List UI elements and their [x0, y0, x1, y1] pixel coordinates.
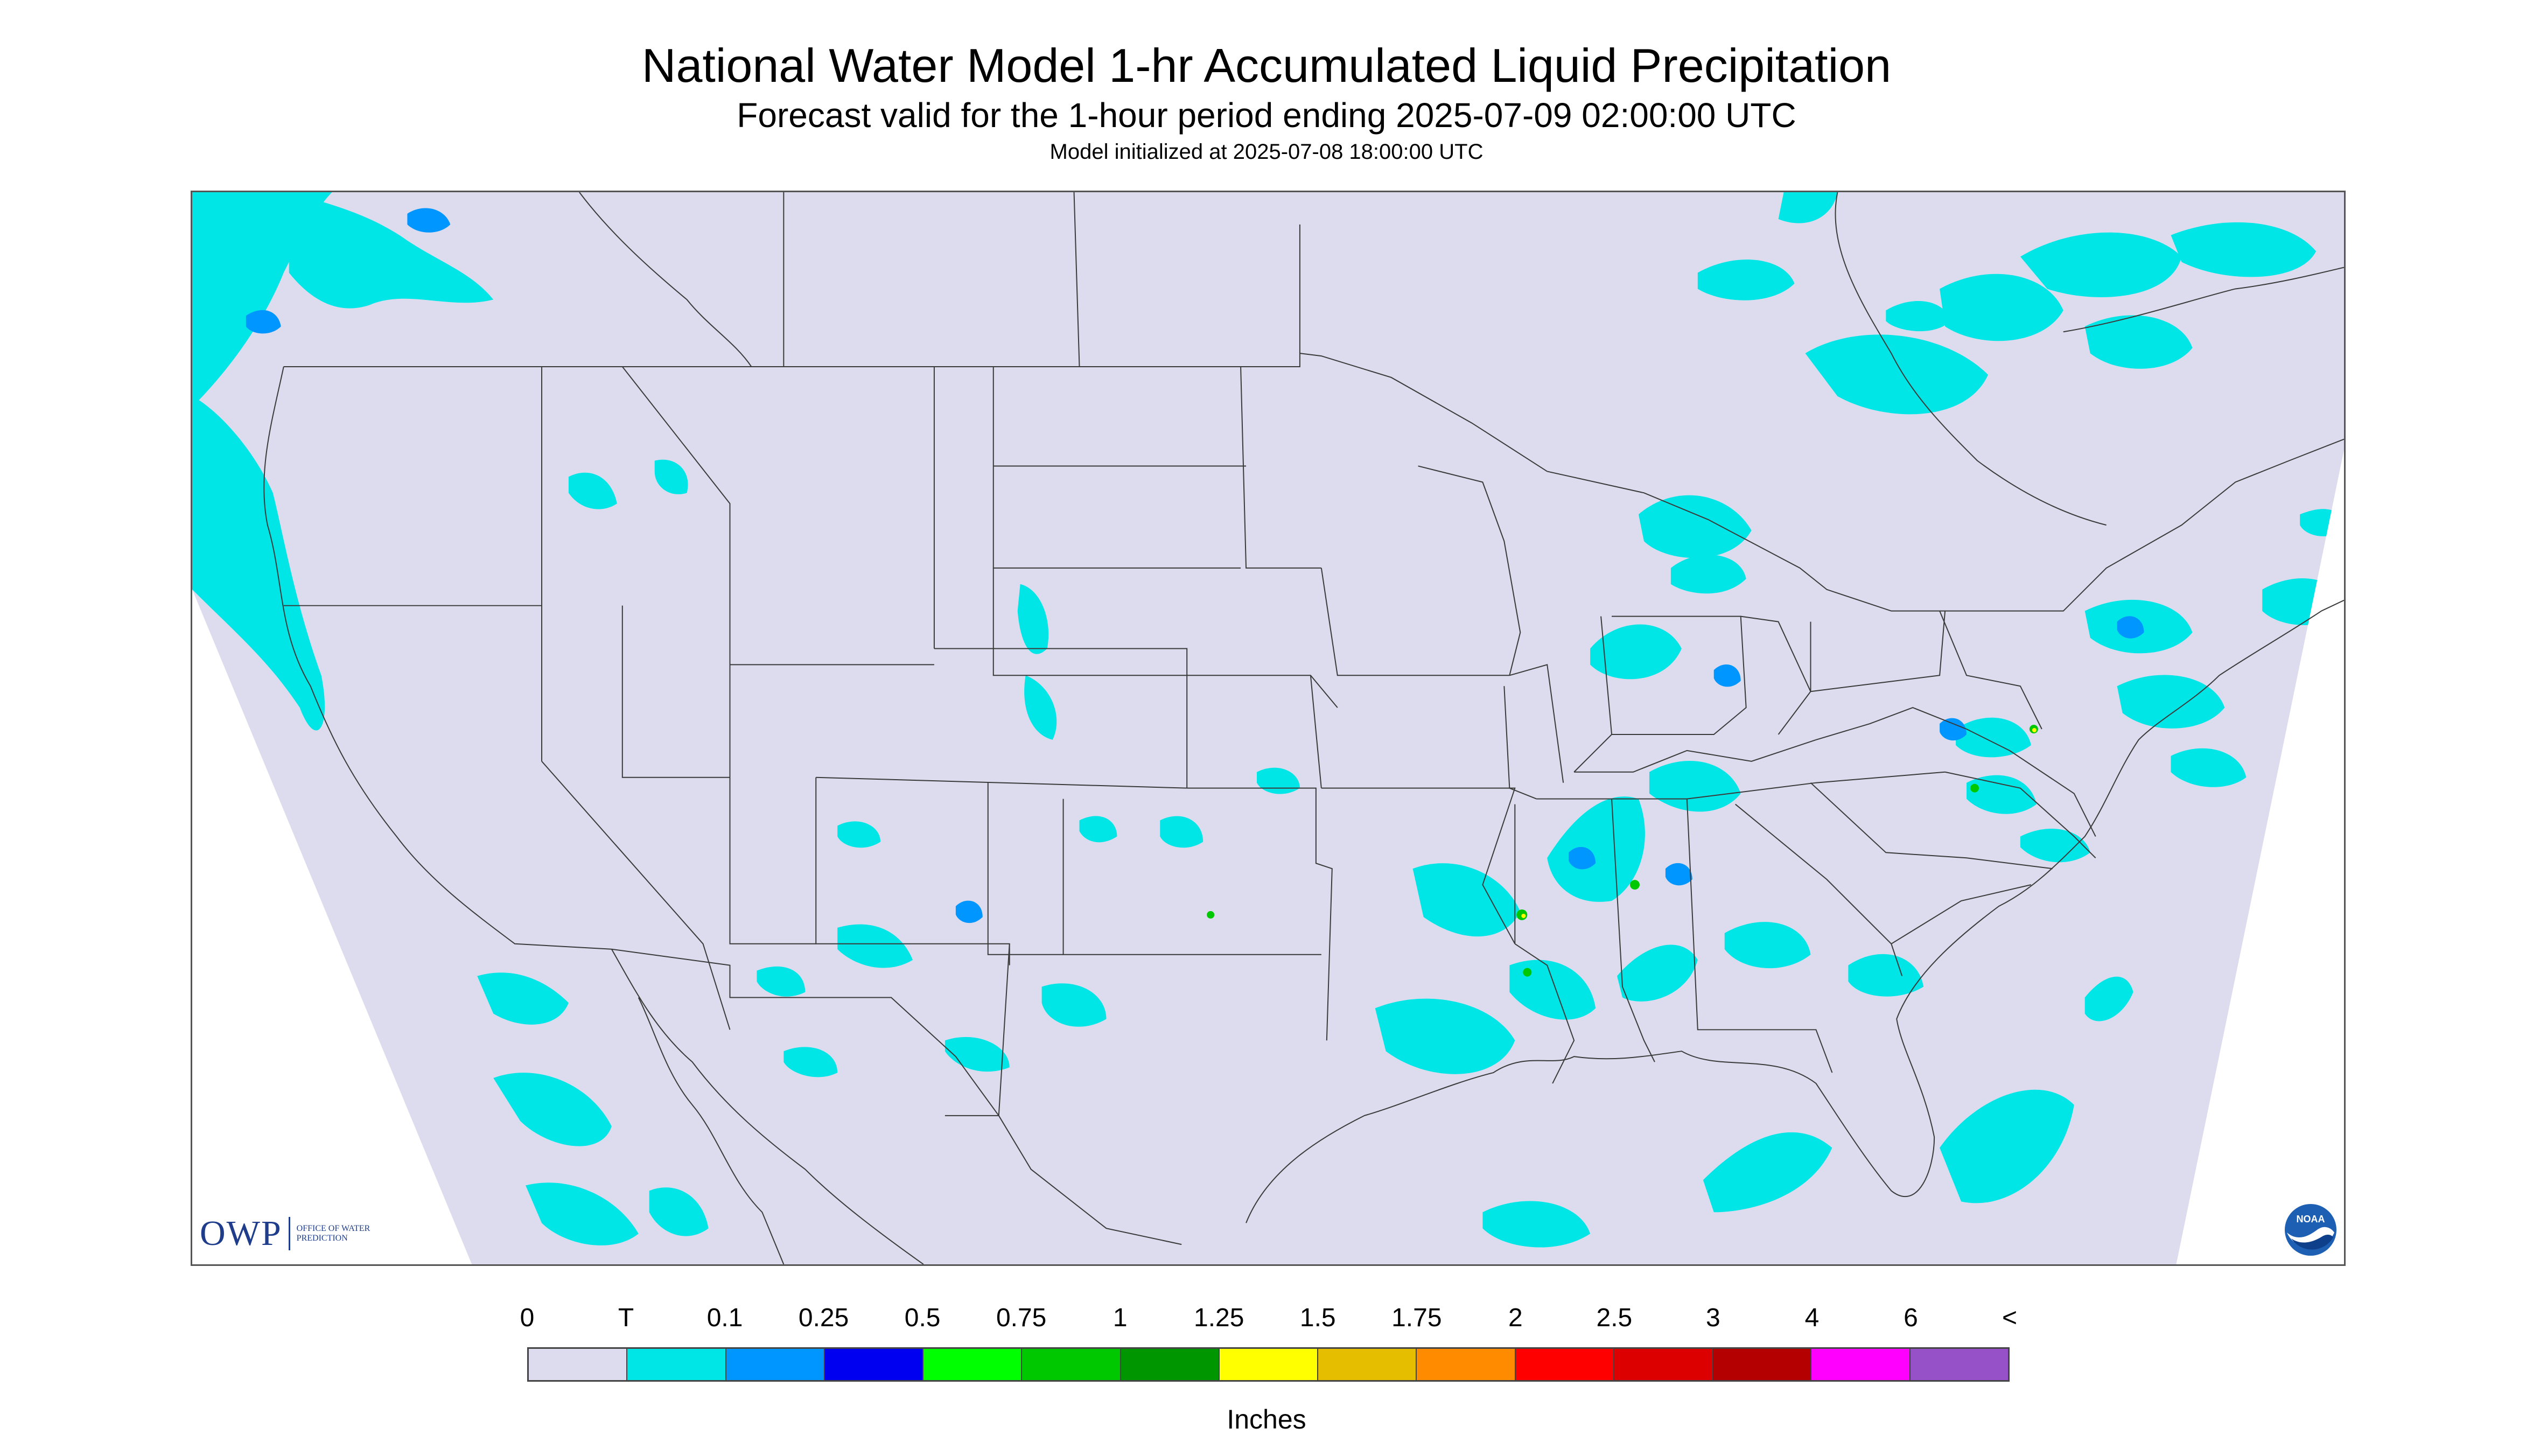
legend-swatch [1219, 1349, 1319, 1380]
legend-tick-label: T [618, 1304, 634, 1332]
legend-tick-label: 0.75 [996, 1304, 1047, 1332]
legend-swatch [1121, 1349, 1220, 1380]
legend-tick-label: 2 [1508, 1304, 1523, 1332]
legend-swatch [529, 1349, 628, 1380]
noaa-logo-text: NOAA [2297, 1214, 2325, 1224]
precipitation-field [192, 192, 2344, 1248]
legend-tick-label: 1.75 [1391, 1304, 1442, 1332]
owp-wordmark: OWP [200, 1214, 282, 1253]
legend-tick-label: 0.1 [706, 1304, 743, 1332]
legend-tick-label: 0.5 [904, 1304, 941, 1332]
model-init-note: Model initialized at 2025-07-08 18:00:00… [1049, 140, 1484, 164]
precip-peak-cores [1521, 728, 2037, 918]
legend-swatch [1713, 1349, 1812, 1380]
legend-swatch [1910, 1349, 2008, 1380]
legend-swatch [824, 1349, 924, 1380]
legend-colorbar [527, 1347, 2010, 1382]
legend-swatch [1022, 1349, 1121, 1380]
legend-units-label: Inches [1227, 1404, 1306, 1434]
legend-tick-label: 1.25 [1194, 1304, 1244, 1332]
legend-tick-label: 1.5 [1299, 1304, 1336, 1332]
legend-tick-label: 4 [1804, 1304, 1820, 1332]
legend-tick-label: 0.25 [798, 1304, 849, 1332]
legend-tick-label: < [2002, 1304, 2018, 1332]
map-canvas [192, 192, 2344, 1264]
legend-swatch [1614, 1349, 1713, 1380]
legend-tick-label: 2.5 [1596, 1304, 1633, 1332]
precip-light-areas [246, 208, 2144, 923]
legend-swatch [1811, 1349, 1911, 1380]
noaa-logo-icon: NOAA [2285, 1204, 2336, 1256]
state-boundaries [263, 192, 2344, 1264]
legend-swatch [1515, 1349, 1614, 1380]
precipitation-legend: 0 T 0.1 0.25 0.5 0.75 1 1.25 1.5 1.75 2 2.5 3 4 6 < Inc… [0, 1292, 2533, 1454]
legend-swatch [726, 1349, 825, 1380]
legend-tick-label: 1 [1112, 1304, 1128, 1332]
owp-divider [288, 1217, 290, 1250]
forecast-valid-subtitle: Forecast valid for the 1-hour period end… [737, 96, 1796, 135]
map-title: National Water Model 1-hr Accumulated Li… [641, 39, 1892, 92]
owp-subtitle: Office of Water Prediction [296, 1224, 370, 1243]
precipitation-map: OWP Office of Water Prediction NOAA [191, 191, 2346, 1266]
legend-tick-label: 6 [1904, 1304, 1918, 1332]
legend-swatch [627, 1349, 726, 1380]
legend-swatch [1417, 1349, 1516, 1380]
legend-swatch [1318, 1349, 1417, 1380]
legend-tick-label: 3 [1706, 1304, 1720, 1332]
legend-tick-label: 0 [520, 1304, 535, 1332]
owp-logo: OWP Office of Water Prediction [200, 1215, 377, 1252]
legend-swatch [923, 1349, 1023, 1380]
precip-trace-areas [192, 192, 2344, 1248]
